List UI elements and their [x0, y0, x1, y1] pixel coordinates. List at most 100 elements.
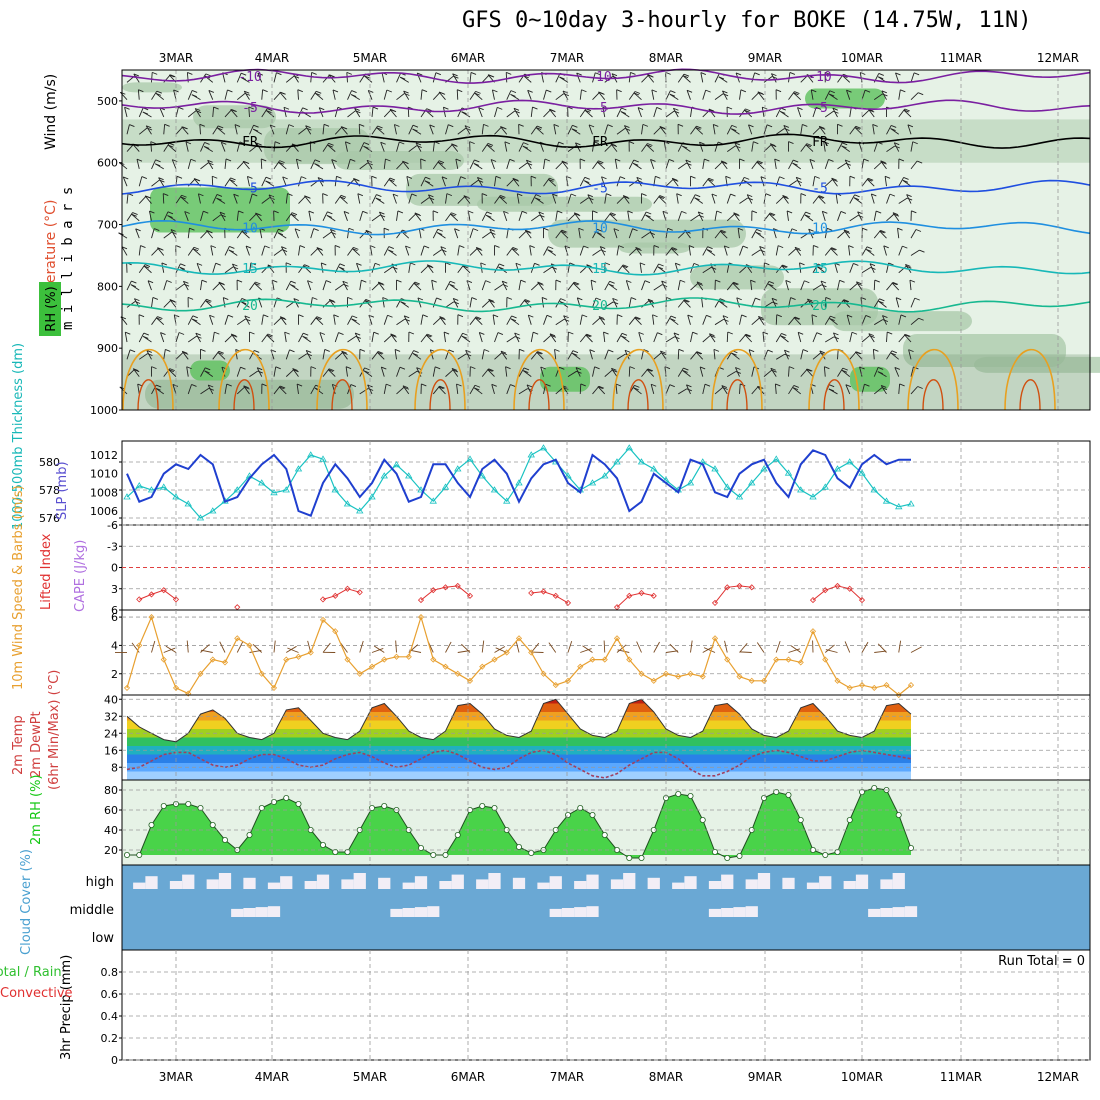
upper-wind-barb-flag	[413, 282, 419, 286]
upper-wind-barb-flag	[720, 229, 727, 233]
upper-wind-barb-flag	[353, 246, 359, 250]
upper-wind-barb-flag	[854, 126, 860, 130]
upper-wind-barb-flag	[913, 72, 920, 76]
upper-wind-barb-flag	[693, 262, 700, 266]
high-cloud-bar	[806, 882, 820, 889]
thickness-tick-label: 580	[39, 456, 60, 469]
upper-wind-barb-flag	[727, 331, 733, 335]
slp-tick-label: 1008	[90, 486, 118, 499]
upper-wind-barb	[290, 213, 299, 222]
upper-wind-barb-flag	[327, 144, 333, 148]
upper-wind-barb	[206, 230, 214, 239]
upper-wind-barb	[769, 143, 777, 152]
upper-wind-barb	[903, 109, 912, 118]
upper-wind-barb-flag	[716, 210, 722, 214]
upper-wind-barb	[170, 229, 177, 239]
rh2m-point	[442, 852, 449, 859]
upper-wind-barb	[884, 176, 887, 187]
upper-wind-barb	[793, 317, 802, 325]
isotherm-label: -5	[812, 101, 828, 116]
upper-wind-barb	[457, 245, 460, 256]
upper-wind-barb	[371, 194, 377, 204]
upper-wind-barb	[151, 179, 160, 187]
upper-wind-barb	[690, 194, 696, 204]
upper-wind-barb	[788, 180, 798, 187]
upper-wind-barb-flag	[131, 213, 137, 217]
upper-wind-barb-flag	[526, 159, 532, 163]
pressure-tick-label: 600	[97, 157, 118, 170]
upper-wind-barb-flag	[724, 245, 730, 249]
upper-wind-barb-flag	[536, 351, 542, 355]
upper-wind-barb	[199, 124, 201, 135]
surface-wind-barb	[200, 644, 210, 653]
theta-contour-inner	[137, 379, 159, 411]
upper-wind-barb	[273, 228, 279, 239]
temperature-band	[127, 763, 911, 772]
upper-wind-barb-flag	[397, 210, 404, 214]
upper-wind-barb	[879, 230, 887, 239]
upper-wind-barb-flag	[439, 316, 445, 320]
upper-wind-barb-flag	[388, 179, 395, 182]
upper-wind-barb	[432, 249, 442, 256]
upper-wind-barb-flag	[894, 366, 901, 370]
upper-wind-barb-flag	[510, 93, 516, 97]
upper-wind-barb	[910, 366, 914, 377]
upper-wind-barb-flag	[250, 262, 257, 266]
wind10-frame	[121, 609, 1091, 696]
upper-wind-barb-flag	[630, 297, 637, 300]
upper-wind-barb	[677, 230, 686, 239]
upper-wind-barb-flag	[681, 210, 687, 214]
upper-wind-barb	[592, 92, 600, 100]
surface-wind-barb	[874, 650, 887, 653]
upper-wind-barb	[432, 366, 436, 377]
upper-wind-barb-flag	[789, 72, 796, 75]
upper-wind-barb	[212, 106, 215, 118]
upper-wind-barb-flag	[846, 314, 853, 318]
upper-wind-barb-flag	[279, 160, 285, 164]
upper-wind-barb	[163, 142, 170, 152]
upper-wind-barb-flag	[445, 262, 451, 266]
upper-wind-barb-flag	[666, 296, 672, 300]
upper-wind-barb-flag	[332, 89, 339, 93]
upper-wind-barb	[530, 351, 538, 360]
upper-wind-barb	[160, 332, 165, 343]
upper-wind-barb-flag	[123, 176, 129, 180]
upper-wind-barb-flag	[759, 246, 765, 249]
upper-wind-barb	[381, 72, 385, 83]
upper-wind-barb-flag	[249, 331, 255, 335]
upper-wind-barb	[172, 384, 177, 395]
upper-wind-barb-flag	[791, 228, 798, 232]
upper-wind-barb	[413, 282, 422, 291]
upper-wind-barb-flag	[146, 350, 152, 353]
upper-wind-barb	[445, 124, 449, 135]
upper-wind-barb-flag	[744, 109, 750, 113]
upper-wind-barb	[641, 232, 651, 239]
wind-speed-point	[319, 616, 327, 623]
upper-wind-barb-flag	[879, 230, 885, 234]
upper-wind-barb-flag	[471, 297, 477, 300]
upper-wind-barb-flag	[733, 281, 739, 285]
upper-wind-barb	[232, 263, 238, 273]
upper-wind-barb-flag	[294, 228, 301, 232]
surface-wind-barb	[703, 647, 716, 653]
upper-wind-barb-flag	[454, 228, 460, 232]
surface-wind-barb	[653, 641, 660, 653]
upper-wind-barb	[530, 194, 537, 204]
upper-wind-barb-flag	[845, 159, 851, 163]
upper-wind-barb	[685, 159, 691, 170]
upper-wind-barb	[720, 160, 728, 170]
upper-wind-barb-flag	[135, 228, 141, 232]
upper-wind-barb	[554, 349, 557, 360]
upper-wind-barb-flag	[879, 298, 885, 302]
upper-wind-barb-flag	[860, 72, 866, 75]
high-cloud-bar	[512, 877, 526, 889]
upper-wind-barb-flag	[534, 262, 540, 266]
lifted-index-point	[466, 592, 474, 599]
upper-wind-barb	[481, 349, 485, 360]
upper-wind-barb	[891, 282, 900, 291]
upper-wind-barb-flag	[511, 315, 517, 319]
upper-wind-barb	[714, 387, 723, 395]
upper-wind-barb	[768, 213, 777, 222]
upper-wind-barb	[367, 90, 373, 100]
